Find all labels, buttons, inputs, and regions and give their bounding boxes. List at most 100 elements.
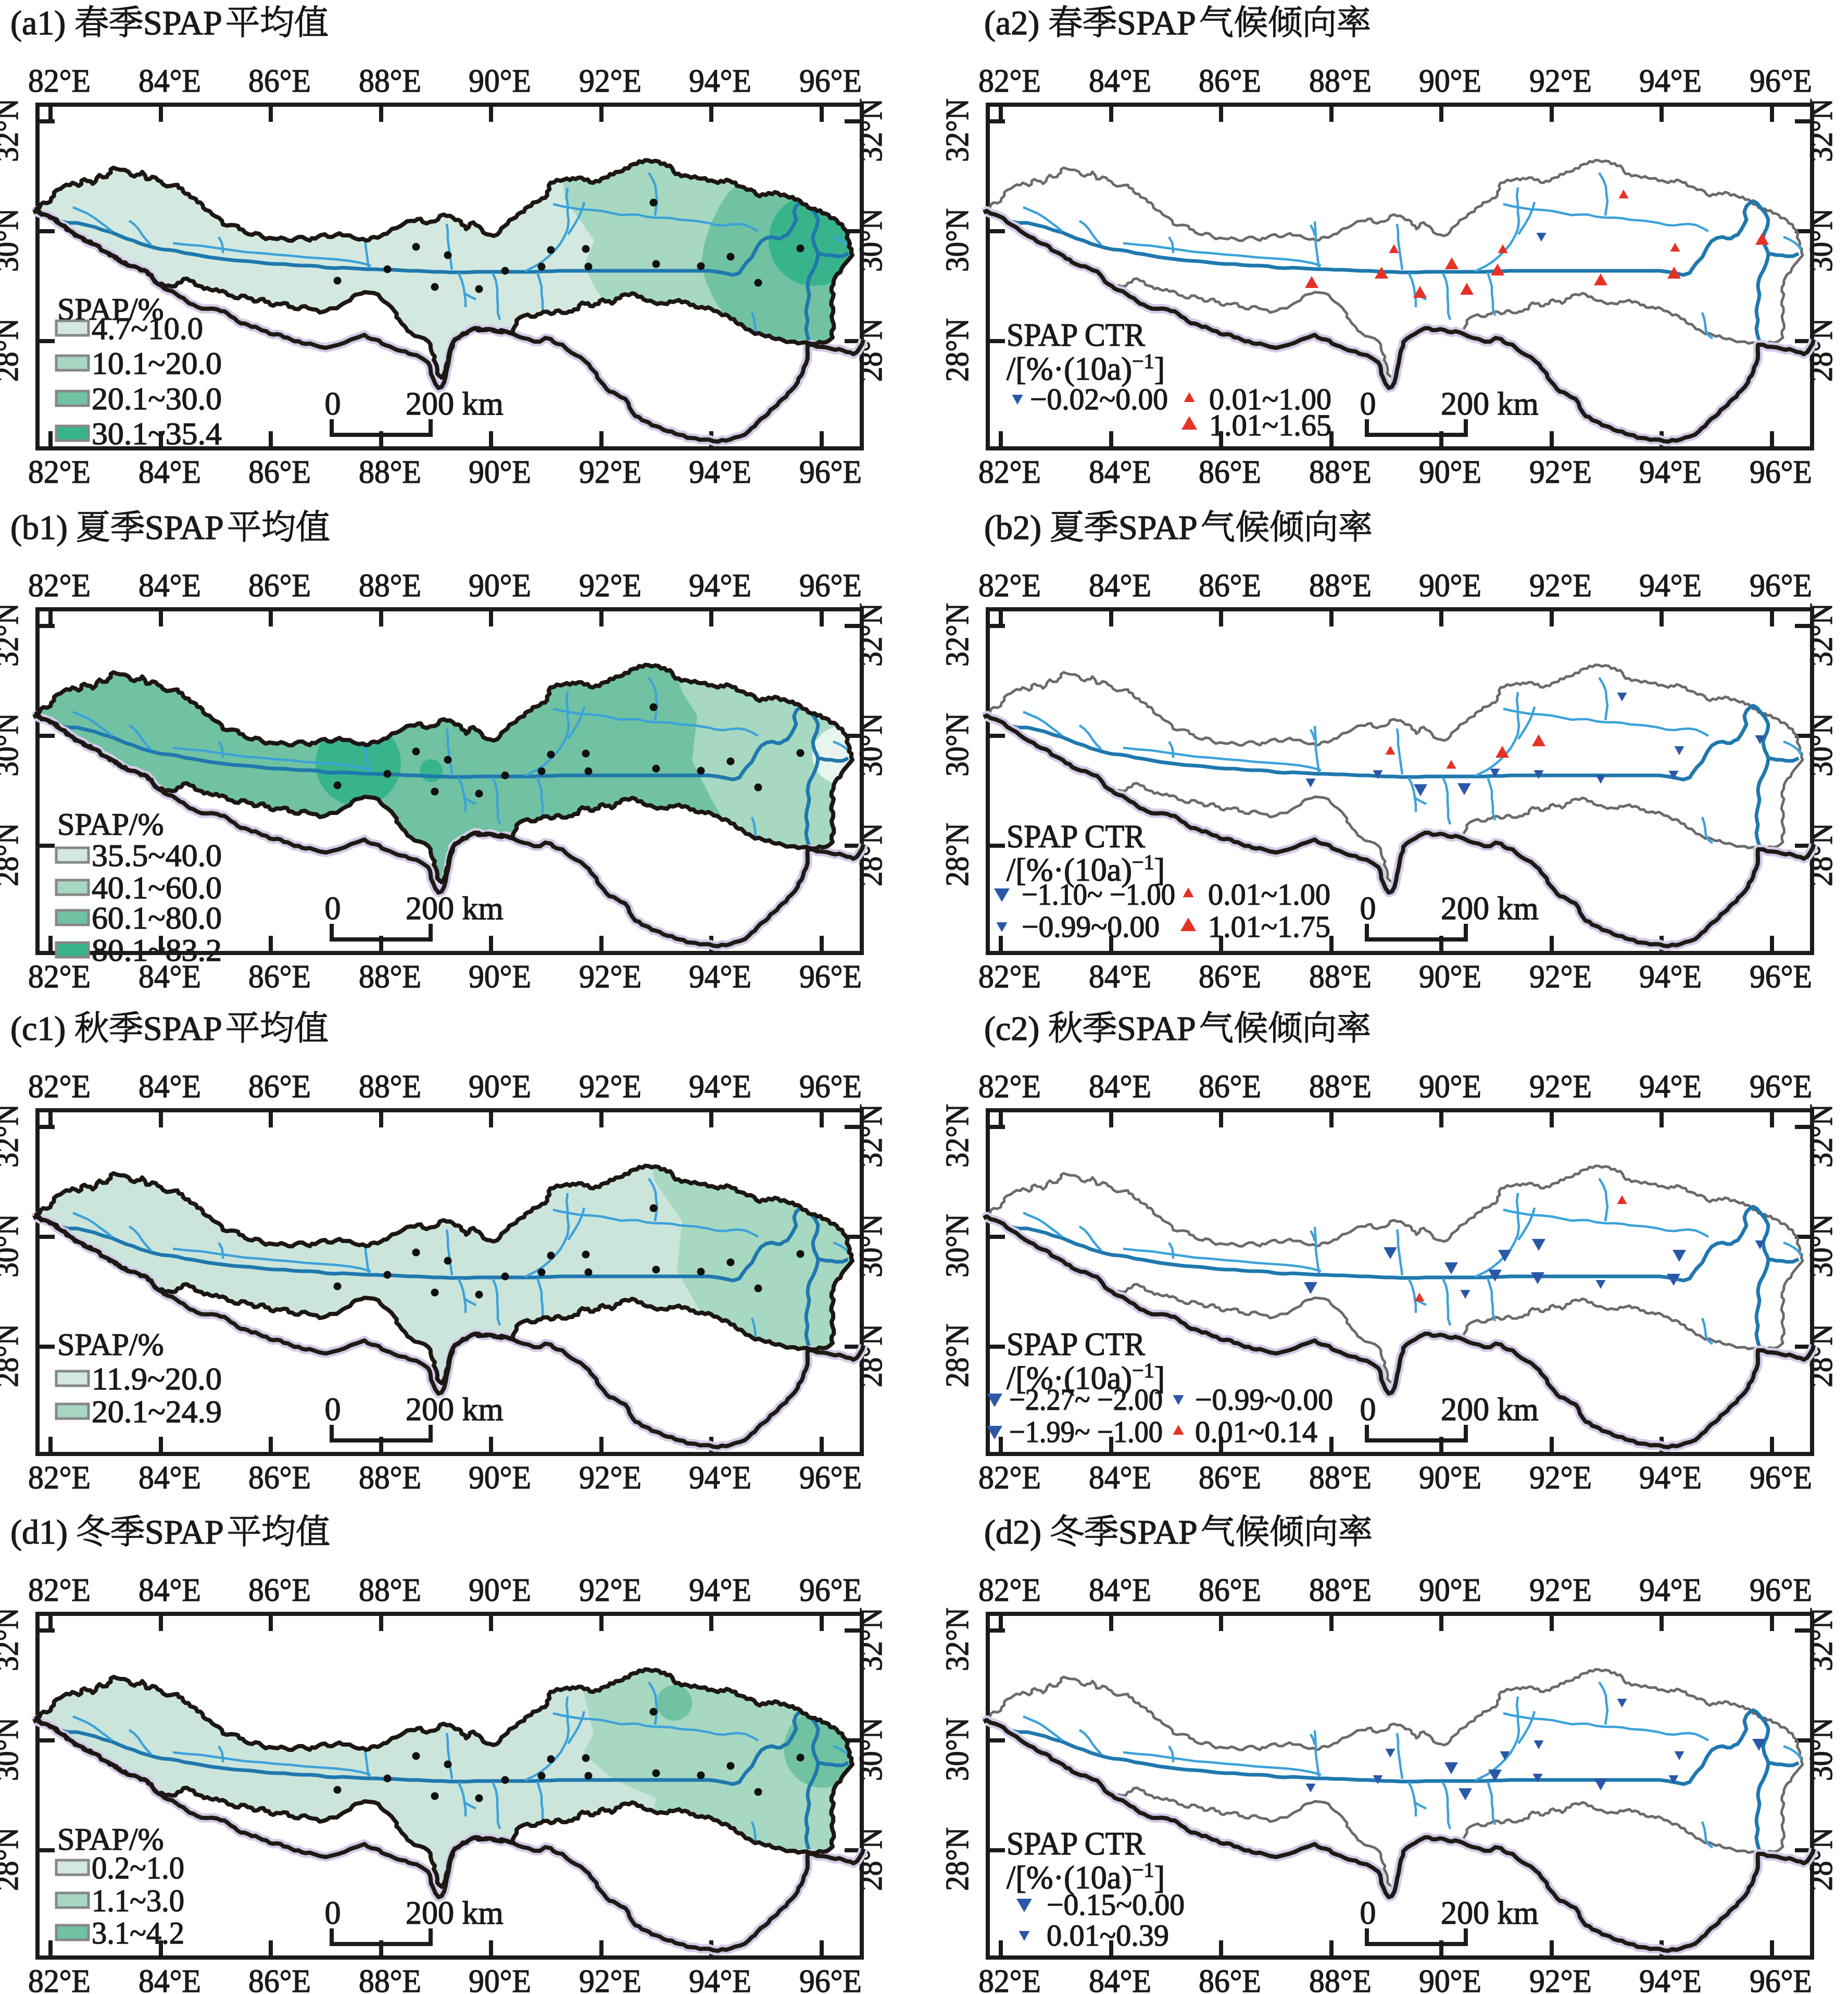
svg-text:28°N: 28°N	[940, 1324, 975, 1387]
svg-text:200 km: 200 km	[1441, 1392, 1539, 1427]
svg-text:20.1~30.0: 20.1~30.0	[92, 382, 222, 416]
svg-text:94°E: 94°E	[1639, 1964, 1702, 1994]
svg-text:32°N: 32°N	[0, 98, 25, 162]
svg-text:88°E: 88°E	[1309, 455, 1372, 490]
svg-text:−1.10~ −1.00: −1.10~ −1.00	[1022, 877, 1175, 911]
svg-text:92°E: 92°E	[1529, 1069, 1592, 1105]
svg-text:30°N: 30°N	[0, 713, 25, 776]
svg-text:94°E: 94°E	[1639, 1069, 1702, 1105]
svg-text:32°N: 32°N	[940, 603, 975, 667]
svg-text:88°E: 88°E	[359, 1964, 421, 1994]
svg-text:94°E: 94°E	[689, 1069, 751, 1105]
svg-text:92°E: 92°E	[579, 1460, 642, 1496]
svg-text:84°E: 84°E	[139, 1460, 201, 1496]
svg-text:88°E: 88°E	[359, 568, 421, 604]
svg-text:30°N: 30°N	[853, 1214, 889, 1277]
svg-text:94°E: 94°E	[1639, 1573, 1702, 1608]
svg-text:96°E: 96°E	[1750, 959, 1812, 995]
svg-text:90°E: 90°E	[469, 568, 531, 604]
svg-text:3.1~4.2: 3.1~4.2	[92, 1916, 184, 1950]
svg-text:80.1~83.2: 80.1~83.2	[92, 933, 222, 968]
svg-text:0.01~1.00: 0.01~1.00	[1209, 382, 1331, 416]
svg-text:90°E: 90°E	[1419, 1069, 1481, 1105]
svg-text:88°E: 88°E	[359, 455, 421, 490]
svg-text:88°E: 88°E	[1309, 959, 1372, 995]
svg-text:30°N: 30°N	[1804, 713, 1839, 776]
svg-text:88°E: 88°E	[359, 1069, 421, 1105]
svg-text:86°E: 86°E	[1199, 64, 1261, 99]
svg-text:SPAP CTR: SPAP CTR	[1007, 318, 1146, 353]
svg-text:88°E: 88°E	[359, 1573, 421, 1608]
svg-text:−0.99~0.00: −0.99~0.00	[1195, 1383, 1333, 1416]
svg-text:1.01~1.65: 1.01~1.65	[1209, 408, 1331, 442]
svg-text:84°E: 84°E	[1089, 1964, 1151, 1994]
svg-text:28°N: 28°N	[0, 1324, 25, 1387]
svg-text:90°E: 90°E	[469, 1460, 531, 1496]
svg-text:88°E: 88°E	[359, 64, 421, 99]
svg-text:86°E: 86°E	[1199, 1964, 1261, 1994]
svg-text:96°E: 96°E	[1750, 64, 1812, 99]
svg-text:SPAP/%: SPAP/%	[57, 1822, 164, 1857]
svg-text:96°E: 96°E	[1750, 1069, 1812, 1105]
svg-text:82°E: 82°E	[28, 455, 91, 490]
svg-text:86°E: 86°E	[1199, 1069, 1261, 1105]
svg-text:−0.99~0.00: −0.99~0.00	[1022, 910, 1160, 944]
svg-text:90°E: 90°E	[1419, 568, 1481, 604]
svg-text:28°N: 28°N	[1804, 1827, 1839, 1891]
svg-text:0: 0	[1360, 891, 1376, 926]
svg-text:94°E: 94°E	[1639, 1460, 1702, 1496]
svg-text:82°E: 82°E	[28, 1069, 91, 1105]
svg-text:84°E: 84°E	[1089, 455, 1151, 490]
svg-text:90°E: 90°E	[1419, 1964, 1481, 1994]
svg-text:92°E: 92°E	[579, 64, 642, 99]
svg-text:92°E: 92°E	[1529, 568, 1592, 604]
svg-text:SPAP: SPAP	[1117, 1010, 1196, 1048]
svg-text:92°E: 92°E	[1529, 1460, 1592, 1496]
svg-text:0: 0	[325, 386, 341, 422]
svg-text:96°E: 96°E	[799, 959, 862, 995]
svg-text:30°N: 30°N	[940, 1214, 975, 1277]
svg-text:90°E: 90°E	[469, 959, 531, 995]
svg-text:84°E: 84°E	[1089, 64, 1151, 99]
svg-text:86°E: 86°E	[248, 1573, 311, 1608]
svg-text:88°E: 88°E	[1309, 1964, 1372, 1994]
svg-text:(b2): (b2)	[984, 509, 1041, 547]
svg-text:86°E: 86°E	[1199, 568, 1261, 604]
svg-text:0: 0	[325, 1896, 341, 1931]
svg-text:0: 0	[1360, 1392, 1376, 1427]
svg-text:96°E: 96°E	[799, 64, 862, 99]
svg-text:90°E: 90°E	[1419, 959, 1481, 995]
svg-text:SPAP CTR: SPAP CTR	[1007, 1327, 1146, 1362]
svg-text:32°N: 32°N	[1804, 603, 1839, 667]
svg-text:84°E: 84°E	[1089, 1573, 1151, 1608]
svg-text:32°N: 32°N	[940, 98, 975, 162]
svg-text:200 km: 200 km	[1441, 386, 1539, 422]
svg-text:40.1~60.0: 40.1~60.0	[92, 871, 222, 905]
svg-text:94°E: 94°E	[689, 1573, 751, 1608]
svg-text:92°E: 92°E	[1529, 1573, 1592, 1608]
svg-text:32°N: 32°N	[853, 603, 889, 667]
svg-text:0: 0	[325, 891, 341, 926]
svg-text:SPAP: SPAP	[143, 4, 222, 42]
svg-text:92°E: 92°E	[579, 1964, 642, 1994]
svg-text:82°E: 82°E	[28, 1460, 91, 1496]
svg-text:84°E: 84°E	[1089, 1460, 1151, 1496]
svg-text:30°N: 30°N	[940, 713, 975, 776]
svg-text:86°E: 86°E	[248, 455, 311, 490]
svg-text:82°E: 82°E	[978, 1573, 1041, 1608]
svg-text:92°E: 92°E	[579, 959, 642, 995]
svg-text:30°N: 30°N	[1804, 1717, 1839, 1781]
svg-text:200 km: 200 km	[406, 386, 504, 422]
svg-text:30°N: 30°N	[940, 1717, 975, 1781]
svg-text:32°N: 32°N	[0, 1104, 25, 1168]
svg-text:94°E: 94°E	[689, 568, 751, 604]
svg-text:90°E: 90°E	[469, 455, 531, 490]
svg-text:SPAP: SPAP	[1117, 4, 1196, 42]
svg-text:82°E: 82°E	[28, 1573, 91, 1608]
svg-text:28°N: 28°N	[0, 823, 25, 886]
svg-text:84°E: 84°E	[139, 1573, 201, 1608]
svg-text:96°E: 96°E	[1750, 1964, 1812, 1994]
svg-text:−2.27~ −2.00: −2.27~ −2.00	[1009, 1383, 1163, 1416]
svg-text:88°E: 88°E	[1309, 568, 1372, 604]
svg-text:96°E: 96°E	[799, 1460, 862, 1496]
